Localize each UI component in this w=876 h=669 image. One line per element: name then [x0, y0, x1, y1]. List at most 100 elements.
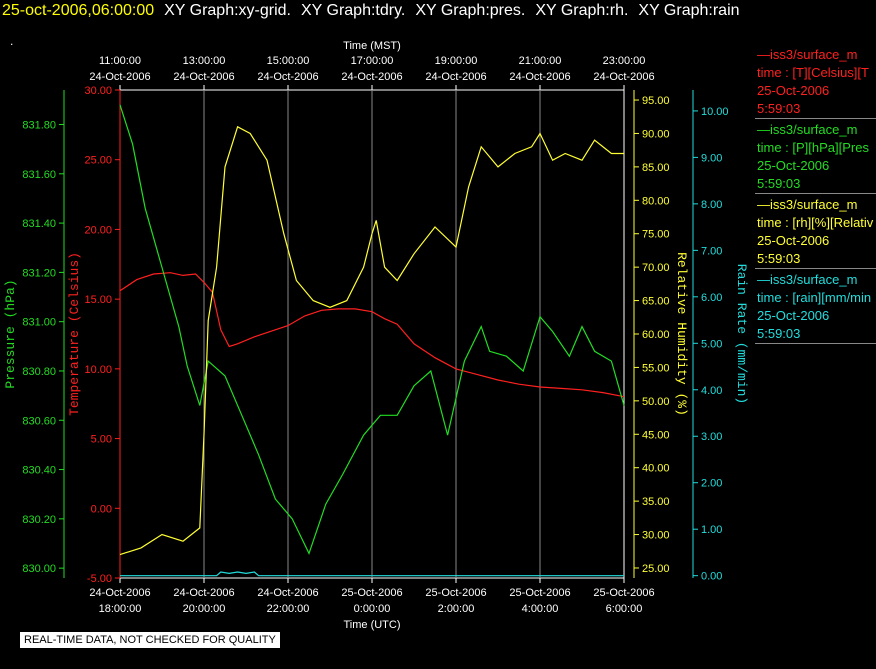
legend-date: 25-Oct-2006: [757, 83, 830, 98]
x-tick-label-date: 24-Oct-2006: [89, 587, 150, 599]
top-tick-label-date: 24-Oct-2006: [593, 71, 654, 83]
legend-time: 5:59:03: [757, 101, 801, 116]
humidity-tick-label: 25.00: [642, 563, 670, 575]
x-tick-label-date: 24-Oct-2006: [173, 587, 234, 599]
top-tick-label-time: 19:00:00: [435, 55, 478, 67]
legend-variable: time : [rain][mm/min: [757, 290, 872, 305]
pressure-tick-label: 830.80: [22, 366, 56, 378]
legend-source: —iss3/surface_m: [757, 197, 858, 212]
humidity-tick-label: 35.00: [642, 496, 670, 508]
header-graph-rain[interactable]: XY Graph:rain: [638, 2, 740, 19]
humidity-line: [119, 125, 624, 556]
temperature-tick-label: -5.00: [87, 573, 112, 585]
legend-date: 25-Oct-2006: [757, 158, 830, 173]
x-tick-label-date: 25-Oct-2006: [341, 587, 402, 599]
pressure-tick-label: 830.40: [22, 465, 56, 477]
header-graph-tdry[interactable]: XY Graph:tdry.: [301, 2, 406, 19]
x-tick-label-time: 20:00:00: [183, 603, 226, 615]
x-tick-label-time: 2:00:00: [438, 603, 475, 615]
top-tick-label-time: 21:00:00: [519, 55, 562, 67]
humidity-tick-label: 60.00: [642, 329, 670, 341]
temperature-tick-label: 20.00: [84, 224, 112, 236]
legend-source: —iss3/surface_m: [757, 47, 858, 62]
top-tick-label-date: 24-Oct-2006: [509, 71, 570, 83]
legend-time: 5:59:03: [757, 326, 801, 341]
legend-time: 5:59:03: [757, 176, 801, 191]
legend-entry-rain[interactable]: —iss3/surface_m time : [rain][mm/min 25-…: [755, 271, 876, 344]
rain-tick-label: 1.00: [701, 524, 722, 536]
pressure-tick-label: 831.20: [22, 267, 56, 279]
header-graph-rh[interactable]: XY Graph:rh.: [535, 2, 629, 19]
top-tick-label-time: 15:00:00: [267, 55, 310, 67]
humidity-tick-label: 75.00: [642, 229, 670, 241]
header-datetime: 25-oct-2006,06:00:00: [2, 2, 155, 19]
temperature-tick-label: 5.00: [91, 434, 112, 446]
humidity-tick-label: 40.00: [642, 463, 670, 475]
x-tick-label-time: 4:00:00: [522, 603, 559, 615]
x-tick-label-date: 24-Oct-2006: [257, 587, 318, 599]
rain-tick-label: 0.00: [701, 571, 722, 583]
rain-tick-label: 6.00: [701, 292, 722, 304]
temperature-axis-label: Temperature (Celsius): [67, 252, 82, 416]
top-tick-label-date: 24-Oct-2006: [173, 71, 234, 83]
legend-variable: time : [T][Celsius][T: [757, 65, 869, 80]
legend-time: 5:59:03: [757, 251, 801, 266]
rain-tick-label: 7.00: [701, 245, 722, 257]
rain-tick-label: 3.00: [701, 431, 722, 443]
top-tick-label-date: 24-Oct-2006: [89, 71, 150, 83]
pressure-tick-label: 831.00: [22, 317, 56, 329]
pressure-tick-label: 831.80: [22, 120, 56, 132]
humidity-tick-label: 45.00: [642, 429, 670, 441]
temperature-line: [119, 272, 625, 398]
top-tick-label-date: 24-Oct-2006: [425, 71, 486, 83]
temperature-tick-label: 30.00: [84, 85, 112, 97]
humidity-tick-label: 65.00: [642, 296, 670, 308]
pressure-tick-label: 830.20: [22, 514, 56, 526]
legend-variable: time : [rh][%][Relativ: [757, 215, 874, 230]
header-graph-pres[interactable]: XY Graph:pres.: [415, 2, 526, 19]
humidity-tick-label: 80.00: [642, 195, 670, 207]
top-tick-label-time: 11:00:00: [99, 55, 141, 67]
legend-date: 25-Oct-2006: [757, 308, 830, 323]
top-tick-label-date: 24-Oct-2006: [341, 71, 402, 83]
x-tick-label-time: 0:00:00: [354, 603, 391, 615]
rain-tick-label: 8.00: [701, 199, 722, 211]
humidity-tick-label: 90.00: [642, 128, 670, 140]
legend-entry-humidity[interactable]: —iss3/surface_m time : [rh][%][Relativ 2…: [755, 196, 876, 269]
humidity-tick-label: 95.00: [642, 95, 670, 107]
pressure-tick-label: 831.60: [22, 169, 56, 181]
temperature-tick-label: 10.00: [84, 364, 112, 376]
legend-entry-pressure[interactable]: —iss3/surface_m time : [P][hPa][Pres 25-…: [755, 121, 876, 194]
humidity-tick-label: 30.00: [642, 530, 670, 542]
humidity-tick-label: 70.00: [642, 262, 670, 274]
pressure-axis-label: Pressure (hPa): [3, 279, 18, 388]
x-tick-label-time: 18:00:00: [99, 603, 142, 615]
top-tick-label-time: 13:00:00: [183, 55, 226, 67]
x-tick-label-time: 6:00:00: [606, 603, 643, 615]
pressure-line: [119, 104, 625, 555]
graph-header: 25-oct-2006,06:00:00 XY Graph:xy-grid. XY …: [2, 2, 740, 20]
pressure-tick-label: 831.40: [22, 218, 56, 230]
legend-source: —iss3/surface_m: [757, 272, 858, 287]
top-axis-label: Time (MST): [343, 40, 401, 52]
header-graph-xy-grid[interactable]: XY Graph:xy-grid.: [164, 2, 291, 19]
marker-dot: .: [10, 34, 14, 48]
x-tick-label-time: 22:00:00: [267, 603, 310, 615]
quality-note: REAL-TIME DATA, NOT CHECKED FOR QUALITY: [20, 632, 280, 648]
humidity-tick-label: 55.00: [642, 362, 670, 374]
legend: —iss3/surface_m time : [T][Celsius][T 25…: [755, 46, 876, 346]
temperature-tick-label: 0.00: [91, 503, 112, 515]
humidity-tick-label: 50.00: [642, 396, 670, 408]
legend-source: —iss3/surface_m: [757, 122, 858, 137]
temperature-tick-label: 15.00: [84, 294, 112, 306]
legend-date: 25-Oct-2006: [757, 233, 830, 248]
rain-tick-label: 10.00: [701, 106, 729, 118]
x-tick-label-date: 25-Oct-2006: [509, 587, 570, 599]
humidity-tick-label: 85.00: [642, 162, 670, 174]
legend-entry-temperature[interactable]: —iss3/surface_m time : [T][Celsius][T 25…: [755, 46, 876, 119]
x-axis-label: Time (UTC): [343, 619, 400, 631]
pressure-tick-label: 830.60: [22, 415, 56, 427]
rain-tick-label: 4.00: [701, 385, 722, 397]
rain-tick-label: 2.00: [701, 478, 722, 490]
